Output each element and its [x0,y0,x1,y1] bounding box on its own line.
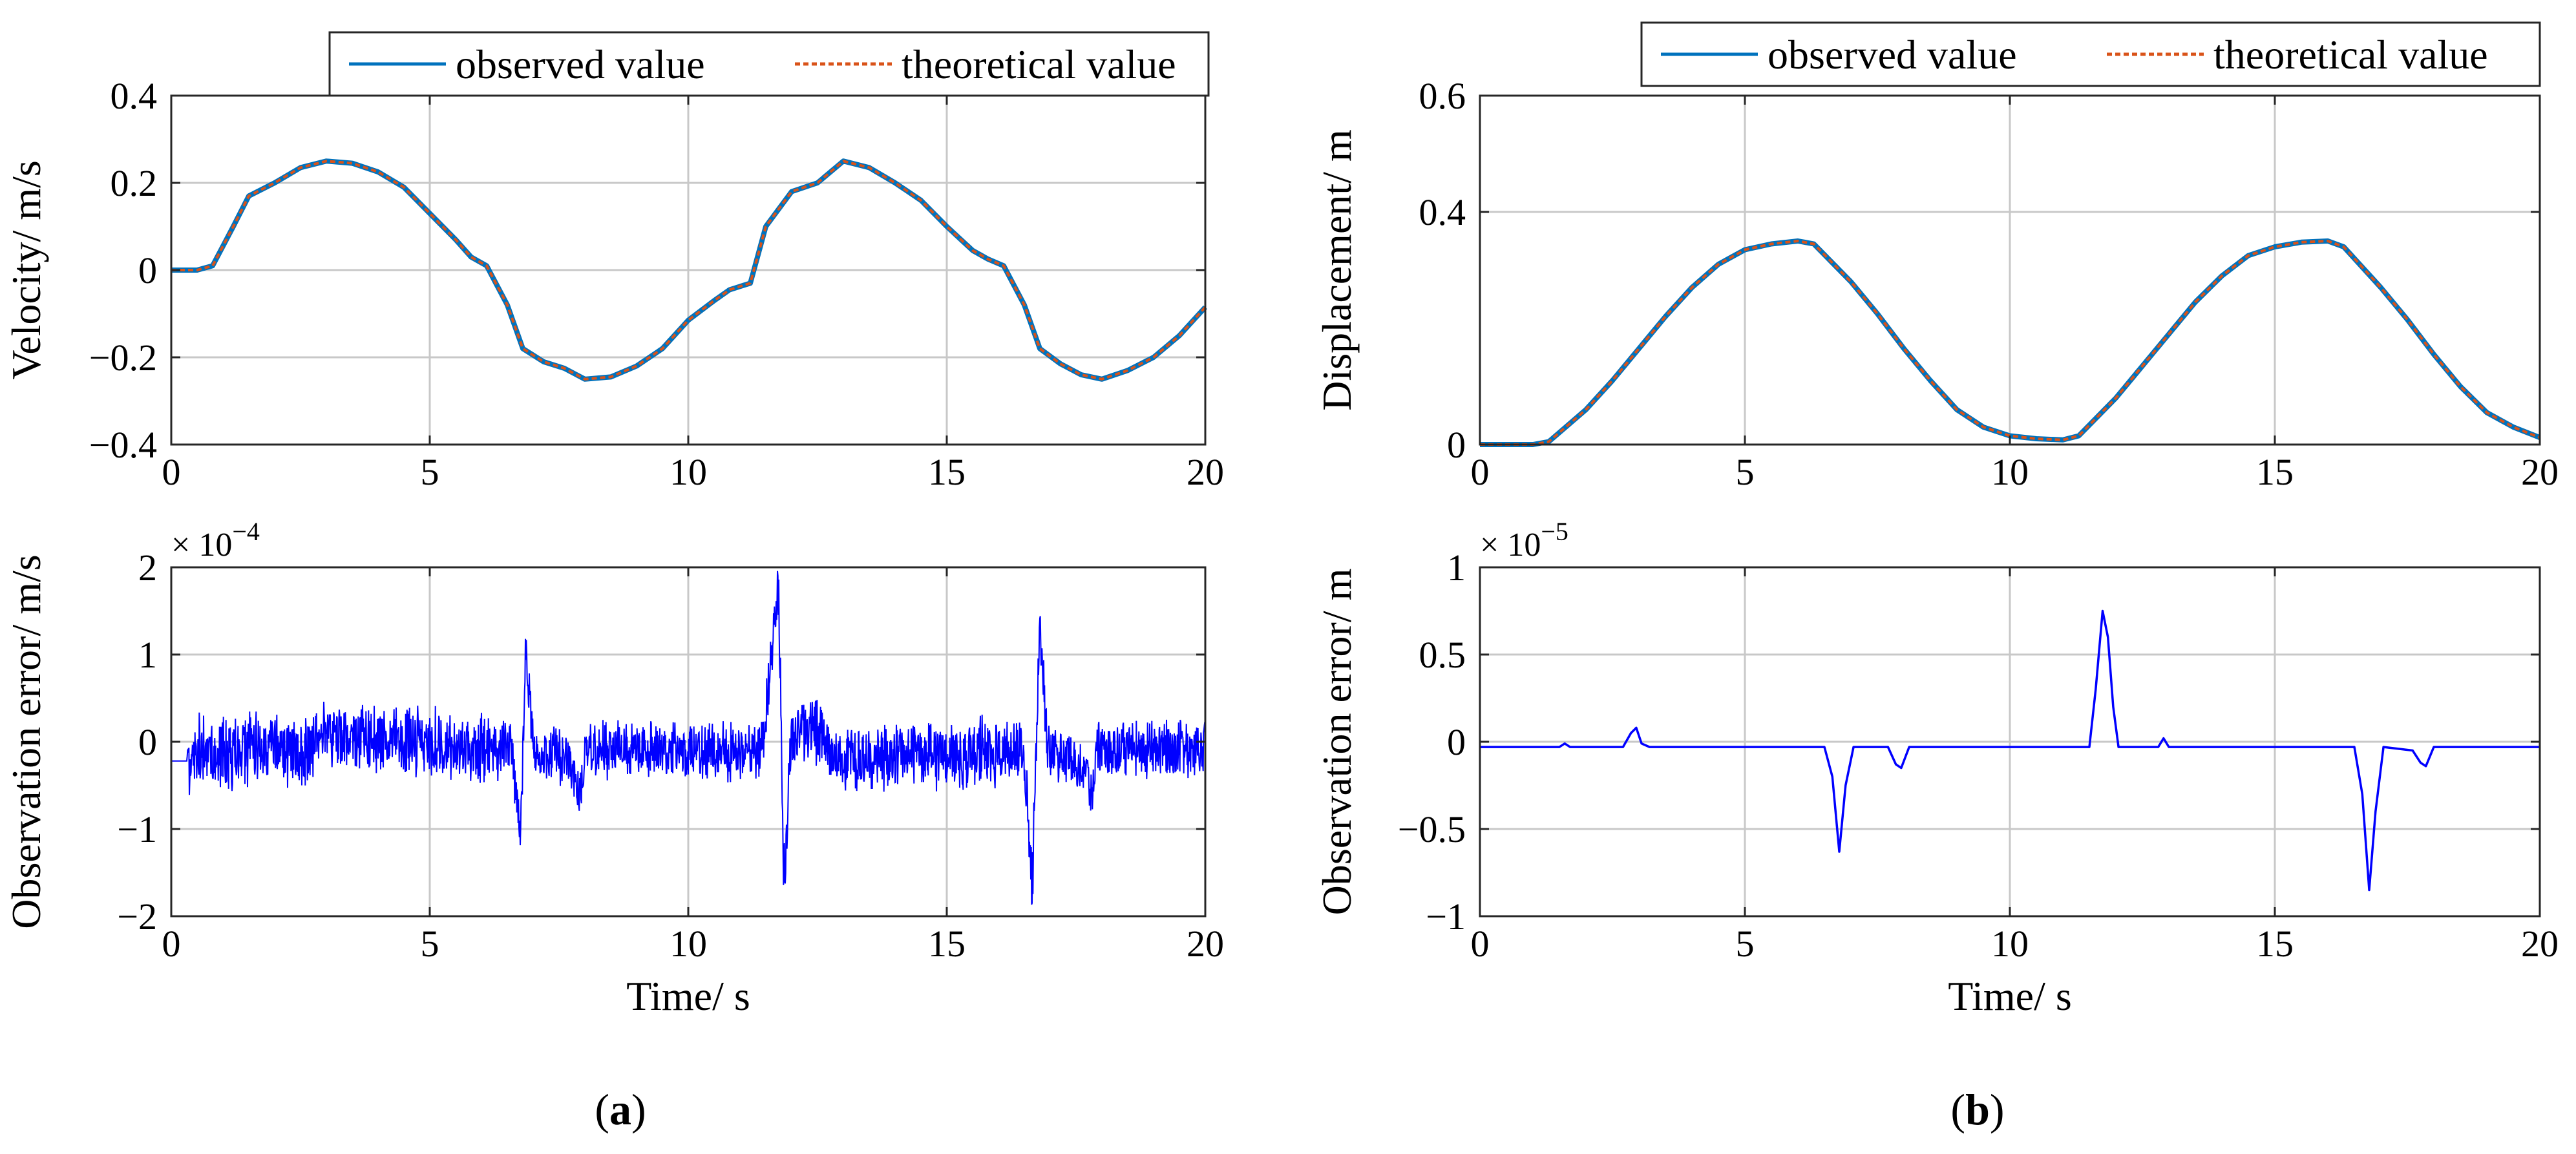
x-tick-label: 5 [421,451,439,493]
legend-box [328,31,1210,97]
error-series-line [171,571,1206,905]
y-tick-label: −2 [117,896,157,938]
y-axis-exponent: × 10−4 [171,517,260,563]
y-tick-label: 0.4 [1419,191,1466,233]
y-axis-label: Observation error/ m [1314,569,1360,916]
exponent-base: × 10 [1480,527,1541,563]
y-tick-label: 0.4 [111,75,158,117]
x-tick-label: 10 [670,923,707,965]
legend-label-observed: observed value [456,41,705,87]
x-tick-label: 15 [2256,451,2294,493]
x-tick-label: 20 [1187,451,1224,493]
legend: observed value theoretical value [1640,21,2541,87]
y-tick-label: 0 [1447,424,1466,466]
x-tick-label: 20 [2521,451,2559,493]
legend-box [1640,21,2541,87]
y-axis-exponent: × 10−5 [1480,517,1568,563]
x-tick-label: 0 [1471,451,1490,493]
exponent-base: × 10 [171,527,232,563]
y-axis-label: Observation error/ m/s [3,554,49,928]
x-tick-label: 5 [1736,923,1755,965]
velocity-chart: 0 5 10 15 20 −0.4 −0.2 0 0.2 0.4 Velocity/ m/s ob… [3,31,1224,493]
y-tick-label: 0.5 [1419,634,1466,676]
x-tick-label: 20 [1187,923,1224,965]
legend: observed value theoretical value [328,31,1210,97]
y-tick-label: 2 [138,547,157,589]
x-tick-label: 5 [1736,451,1755,493]
theoretical-value-line [1480,240,2540,446]
legend-label-observed: observed value [1768,32,2017,78]
y-axis-label: Velocity/ m/s [3,160,49,380]
y-tick-label: −0.2 [89,337,157,379]
theoretical-value-line [171,160,1207,381]
y-tick-label: 0 [138,249,157,291]
exponent-power: −5 [1541,517,1568,546]
y-tick-label: 1 [138,634,157,676]
x-tick-label: 10 [670,451,707,493]
y-tick-label: 0.2 [111,162,158,204]
x-tick-label: 15 [928,451,966,493]
x-tick-label: 10 [1991,451,2029,493]
panel-caption-b: (b) [1950,1085,2004,1134]
x-axis-label: Time/ s [1948,973,2072,1019]
panel-letter-b: b [1965,1085,1990,1134]
error-line [1480,609,2540,892]
legend-label-theoretical: theoretical value [2213,32,2488,78]
x-tick-label: 0 [1471,923,1490,965]
x-tick-label: 15 [928,923,966,965]
y-tick-label: 0 [138,721,157,763]
x-tick-label: 15 [2256,923,2294,965]
panel-caption-a: (a) [595,1085,646,1134]
y-tick-label: −0.4 [89,424,157,466]
y-tick-label: 0.6 [1419,75,1466,117]
x-tick-label: 0 [162,451,181,493]
x-axis-label: Time/ s [626,973,750,1019]
y-tick-label: −1 [117,808,157,850]
legend-label-theoretical: theoretical value [902,41,1176,87]
x-tick-label: 5 [421,923,439,965]
y-tick-label: −0.5 [1398,808,1466,850]
x-tick-label: 0 [162,923,181,965]
y-axis-label: Displacement/ m [1314,129,1360,410]
velocity-error-chart: 0 5 10 15 20 −2 −1 0 1 2 Observation error/ m/s T… [3,517,1224,1019]
x-tick-label: 20 [2521,923,2559,965]
exponent-power: −4 [232,517,260,546]
y-tick-label: 1 [1447,547,1466,589]
y-tick-label: 0 [1447,721,1466,763]
displacement-chart: 0 5 10 15 20 0 0.4 0.6 Displacement/ m observed… [1314,21,2559,493]
y-tick-label: −1 [1426,896,1466,938]
displacement-error-chart: 0 5 10 15 20 −1 −0.5 0 0.5 1 Observation error/ m… [1314,517,2559,1019]
x-tick-label: 10 [1991,923,2029,965]
panel-letter-a: a [609,1085,631,1134]
